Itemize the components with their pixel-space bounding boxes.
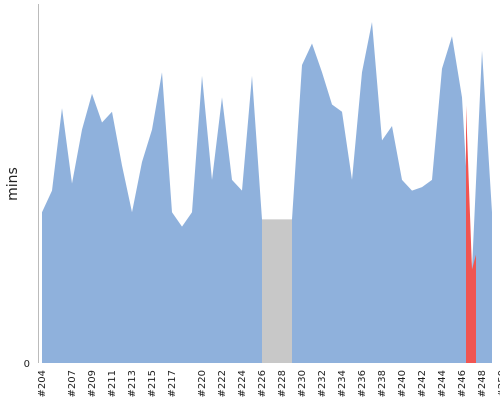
x-tick-label-236: #236 [357, 370, 368, 397]
area-layer [41, 20, 494, 365]
x-tick-label-242: #242 [417, 370, 428, 397]
data-point-214 [141, 160, 144, 163]
data-point-235 [351, 178, 354, 181]
data-point-231 [311, 42, 314, 45]
data-point-218 [181, 225, 184, 228]
highlight-area [466, 105, 476, 363]
data-point-241 [411, 189, 414, 192]
data-point-233 [331, 103, 334, 106]
x-tick-label-222: #222 [217, 370, 228, 397]
x-tick-label-215: #215 [147, 370, 158, 397]
data-point-225 [251, 74, 254, 77]
x-tick-label-226: #226 [257, 370, 268, 397]
x-tick-label-246: #246 [457, 370, 468, 397]
x-tick-label-232: #232 [317, 370, 328, 397]
data-point-211 [111, 110, 114, 113]
data-point-234 [341, 110, 344, 113]
data-point-207 [71, 182, 74, 185]
data-point-244 [441, 67, 444, 70]
gap-layer [262, 219, 292, 363]
data-point-204 [41, 211, 44, 214]
data-point-220 [201, 74, 204, 77]
data-point-209 [91, 92, 94, 95]
x-tick-label-211: #211 [107, 370, 118, 397]
x-tick-label-204: #204 [37, 370, 48, 397]
x-tick-label-209: #209 [87, 370, 98, 397]
x-tick-label-244: #244 [437, 370, 448, 397]
data-point-222 [221, 96, 224, 99]
x-tick-label-240: #240 [397, 370, 408, 397]
data-point-237 [371, 20, 374, 23]
x-tick-label-224: #224 [237, 370, 248, 397]
data-point-243 [431, 178, 434, 181]
series-area-segment-0 [42, 72, 262, 364]
data-point-210 [101, 121, 104, 124]
x-tick-label-213: #213 [127, 370, 138, 397]
data-point-228 [281, 362, 284, 365]
data-point-217 [171, 211, 174, 214]
data-point-248 [481, 49, 484, 52]
series-area-segment-1 [292, 21, 492, 363]
highlight-layer [466, 105, 476, 363]
data-point-249 [491, 211, 494, 214]
data-point-221 [211, 178, 214, 181]
data-point-238 [381, 139, 384, 142]
gap-connector-area [262, 219, 292, 363]
data-point-240 [401, 178, 404, 181]
data-point-215 [151, 128, 154, 131]
data-point-227 [271, 362, 274, 365]
x-tick-label-228: #228 [277, 370, 288, 397]
y-axis-title: mins [5, 167, 21, 201]
data-point-216 [161, 71, 164, 74]
x-tick-label-248: #248 [477, 370, 488, 397]
data-point-226 [261, 218, 264, 221]
data-point-213 [131, 211, 134, 214]
data-point-242 [421, 186, 424, 189]
x-tick-label-234: #234 [337, 370, 348, 397]
data-point-239 [391, 125, 394, 128]
data-point-229 [291, 218, 294, 221]
data-point-208 [81, 128, 84, 131]
data-point-224 [241, 189, 244, 192]
data-point-236 [361, 71, 364, 74]
data-point-245 [451, 35, 454, 38]
data-point-206 [61, 107, 64, 110]
data-point-223 [231, 178, 234, 181]
data-point-232 [321, 71, 324, 74]
x-tick-label-217: #217 [167, 370, 178, 397]
data-point-219 [191, 211, 194, 214]
data-point-205 [51, 189, 54, 192]
x-tick-label-220: #220 [197, 370, 208, 397]
x-tick-label-230: #230 [297, 370, 308, 397]
x-tick-label-207: #207 [67, 370, 78, 397]
x-ticks: #204 #207 #209 #211 #213 #215 #217 #220 #222 #224… [37, 370, 500, 397]
data-point-212 [121, 164, 124, 167]
y-tick-label-0: 0 [24, 359, 30, 370]
x-tick-label-250: #250 [497, 370, 500, 397]
x-tick-label-238: #238 [377, 370, 388, 397]
data-point-230 [301, 64, 304, 67]
data-point-246 [461, 96, 464, 99]
